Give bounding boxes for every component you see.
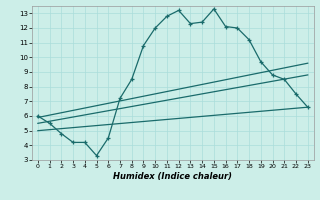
X-axis label: Humidex (Indice chaleur): Humidex (Indice chaleur) (113, 172, 232, 181)
